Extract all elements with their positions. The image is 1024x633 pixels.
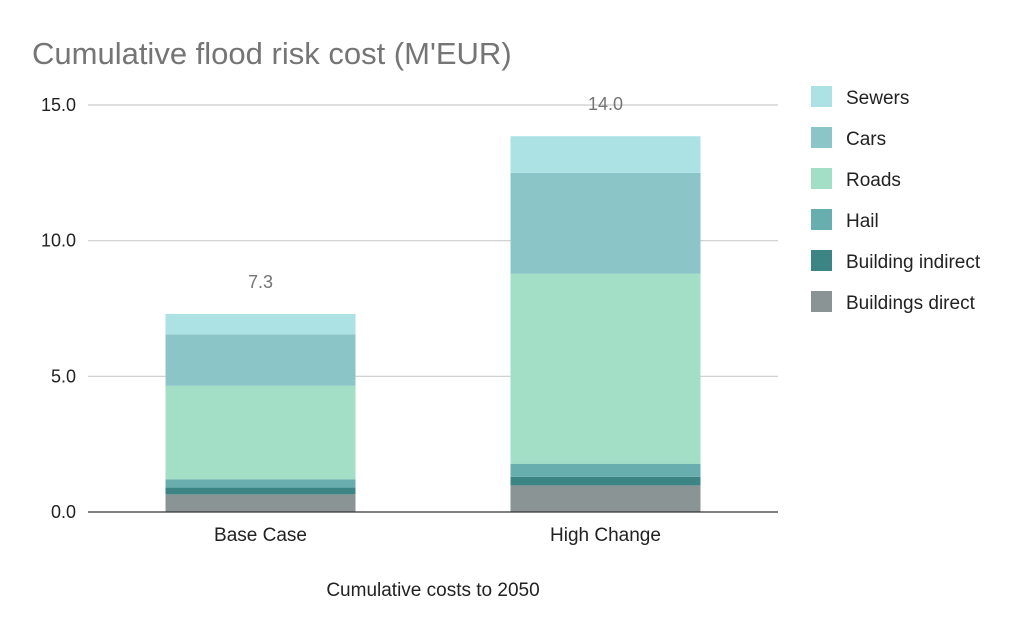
legend-swatch (811, 209, 832, 230)
y-axis-ticks: 0.0 5.0 10.0 15.0 (41, 95, 76, 522)
legend-swatch (811, 86, 832, 107)
y-tick-label: 10.0 (41, 231, 76, 251)
bar-segment-hail (165, 479, 356, 488)
legend-label: Cars (846, 129, 886, 150)
bar-segment-sewers (165, 313, 356, 335)
total-labels: 7.3 14.0 (248, 94, 623, 292)
chart-title: Cumulative flood risk cost (M'EUR) (32, 36, 512, 71)
y-tick-label: 0.0 (51, 502, 76, 522)
legend: Sewers Cars Roads Hail Building indirect Buil… (811, 86, 981, 314)
legend-label: Hail (846, 211, 879, 232)
legend-label: Buildings direct (846, 293, 976, 314)
legend-swatch (811, 168, 832, 189)
y-tick-label: 5.0 (51, 366, 76, 386)
legend-label: Roads (846, 170, 901, 191)
bar-segment-building-indirect (165, 487, 356, 495)
bar-segment-buildings-direct (165, 494, 356, 512)
legend-swatch (811, 127, 832, 148)
bar-segment-buildings-direct (510, 485, 701, 512)
bar-segment-building-indirect (510, 476, 701, 486)
legend-label: Sewers (846, 88, 909, 109)
total-label: 7.3 (248, 272, 273, 292)
bar-segment-hail (510, 463, 701, 477)
bar-segment-cars (510, 172, 701, 274)
legend-swatch (811, 291, 832, 312)
category-label: High Change (550, 525, 661, 546)
bar-segment-sewers (510, 136, 701, 173)
bar-segment-roads (165, 385, 356, 480)
x-axis-label: Cumulative costs to 2050 (326, 580, 539, 601)
category-label: Base Case (214, 525, 307, 546)
y-tick-label: 15.0 (41, 95, 76, 115)
bars (165, 136, 701, 512)
total-label: 14.0 (588, 94, 623, 114)
legend-swatch (811, 250, 832, 271)
x-axis-categories: Base Case High Change (214, 525, 661, 546)
bar-segment-roads (510, 273, 701, 464)
bar-segment-cars (165, 334, 356, 386)
legend-label: Building indirect (846, 252, 981, 273)
